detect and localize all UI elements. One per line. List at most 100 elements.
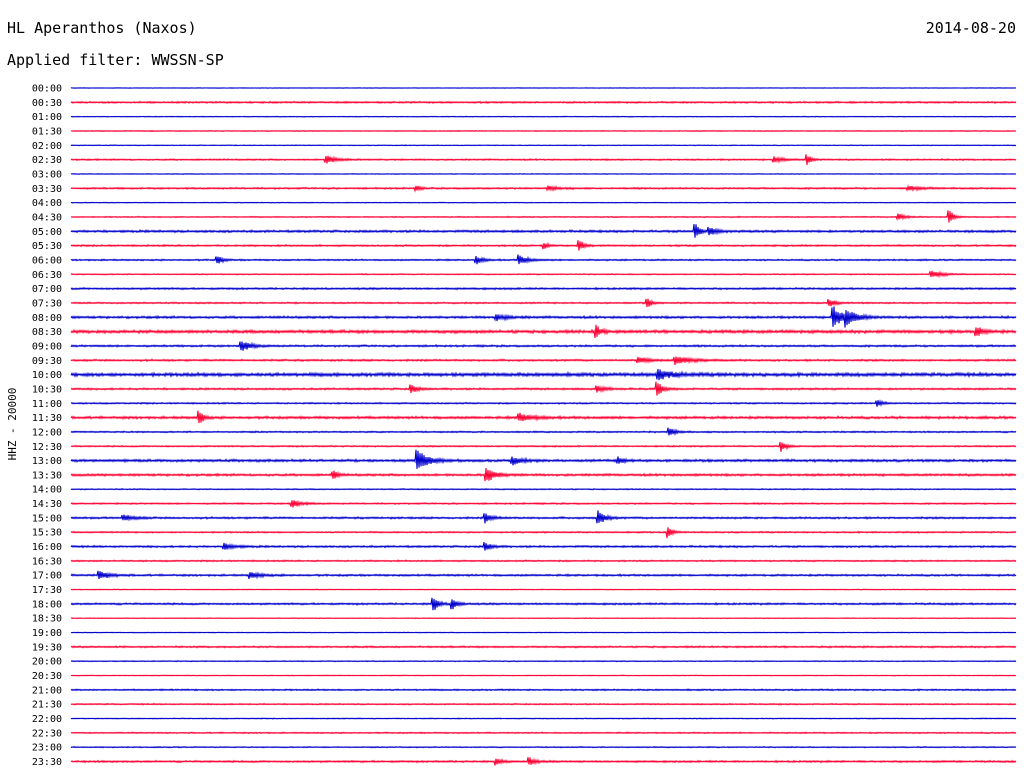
row-time-label: 15:00: [32, 513, 62, 524]
trace-line: [70, 702, 1017, 706]
row-time-label: 22:30: [32, 728, 62, 739]
row-time-label: 07:30: [32, 298, 62, 309]
row-time-label: 20:00: [32, 657, 62, 668]
row-time-label: 06:30: [32, 270, 62, 281]
trace-line: [70, 449, 1017, 469]
row-time-label: 20:30: [32, 671, 62, 682]
trace-line: [70, 154, 1017, 165]
trace-line: [70, 410, 1017, 424]
row-time-label: 02:30: [32, 155, 62, 166]
trace-line: [70, 757, 1017, 766]
trace-line: [70, 270, 1017, 279]
trace-line: [70, 129, 1017, 133]
trace-line: [70, 542, 1017, 551]
row-time-label: 16:30: [32, 556, 62, 567]
trace-line: [70, 597, 1017, 611]
row-time-label: 10:00: [32, 370, 62, 381]
row-time-label: 05:30: [32, 241, 62, 252]
row-time-label: 00:00: [32, 84, 62, 95]
row-time-label: 12:00: [32, 427, 62, 438]
trace-line: [70, 144, 1017, 147]
row-time-label: 13:00: [32, 456, 62, 467]
trace-line: [70, 645, 1017, 649]
row-time-label: 08:00: [32, 313, 62, 324]
row-time-label: 14:00: [32, 485, 62, 496]
trace-line: [70, 87, 1017, 89]
row-time-label: 11:00: [32, 399, 62, 410]
row-time-label: 05:00: [32, 227, 62, 238]
row-time-label: 02:00: [32, 141, 62, 152]
row-time-label: 03:30: [32, 184, 62, 195]
row-time-label: 11:30: [32, 413, 62, 424]
trace-line: [70, 688, 1017, 692]
trace-line: [70, 201, 1017, 204]
trace-line: [70, 324, 1017, 338]
trace-line: [70, 306, 1017, 328]
trace-line: [70, 617, 1017, 620]
row-time-label: 23:30: [32, 757, 62, 768]
trace-line: [70, 100, 1017, 105]
row-time-label: 19:00: [32, 628, 62, 639]
trace-line: [70, 427, 1017, 436]
row-time-label: 17:30: [32, 585, 62, 596]
row-time-label: 01:00: [32, 112, 62, 123]
filter-label: Applied filter: WWSSN-SP: [7, 51, 224, 69]
trace-line: [70, 441, 1017, 452]
trace-line: [70, 224, 1017, 238]
trace-line: [70, 115, 1017, 118]
row-time-label: 23:00: [32, 743, 62, 754]
trace-line: [70, 499, 1017, 508]
row-time-label: 15:30: [32, 528, 62, 539]
row-time-label: 21:00: [32, 685, 62, 696]
row-time-label: 08:30: [32, 327, 62, 338]
row-time-label: 16:00: [32, 542, 62, 553]
trace-line: [70, 254, 1017, 265]
trace-line: [70, 588, 1017, 591]
row-time-label: 09:30: [32, 356, 62, 367]
trace-line: [70, 717, 1017, 720]
row-time-label: 19:30: [32, 642, 62, 653]
trace-line: [70, 570, 1017, 580]
row-time-label: 04:30: [32, 213, 62, 224]
row-time-label: 18:00: [32, 599, 62, 610]
row-time-label: 13:30: [32, 470, 62, 481]
trace-line: [70, 674, 1017, 677]
trace-line: [70, 341, 1017, 351]
row-time-label: 21:30: [32, 700, 62, 711]
row-time-label: 12:30: [32, 442, 62, 453]
row-time-label: 04:00: [32, 198, 62, 209]
trace-line: [70, 631, 1017, 634]
row-time-label: 09:00: [32, 341, 62, 352]
trace-line: [70, 240, 1017, 251]
trace-line: [70, 298, 1017, 308]
trace-line: [70, 660, 1017, 663]
trace-line: [70, 731, 1017, 735]
trace-line: [70, 369, 1017, 381]
trace-line: [70, 172, 1017, 176]
trace-line: [70, 559, 1017, 563]
trace-line: [70, 184, 1017, 193]
row-time-label: 18:30: [32, 614, 62, 625]
row-time-label: 06:00: [32, 256, 62, 267]
row-time-label: 03:00: [32, 170, 62, 181]
station-title: HL Aperanthos (Naxos): [7, 19, 197, 37]
trace-line: [70, 210, 1017, 223]
row-time-label: 10:30: [32, 384, 62, 395]
row-time-label: 17:00: [32, 571, 62, 582]
row-time-label: 22:00: [32, 714, 62, 725]
row-time-label: 01:30: [32, 127, 62, 138]
trace-line: [70, 745, 1017, 749]
trace-line: [70, 399, 1017, 407]
trace-line: [70, 510, 1017, 524]
record-date: 2014-08-20: [925, 19, 1016, 37]
trace-line: [70, 527, 1017, 539]
trace-line: [70, 356, 1017, 365]
trace-line: [70, 468, 1017, 482]
trace-line: [70, 487, 1017, 491]
trace-line: [70, 381, 1017, 396]
row-time-label: 14:30: [32, 499, 62, 510]
trace-line: [70, 286, 1017, 291]
row-time-label: 07:00: [32, 284, 62, 295]
row-time-label: 00:30: [32, 98, 62, 109]
